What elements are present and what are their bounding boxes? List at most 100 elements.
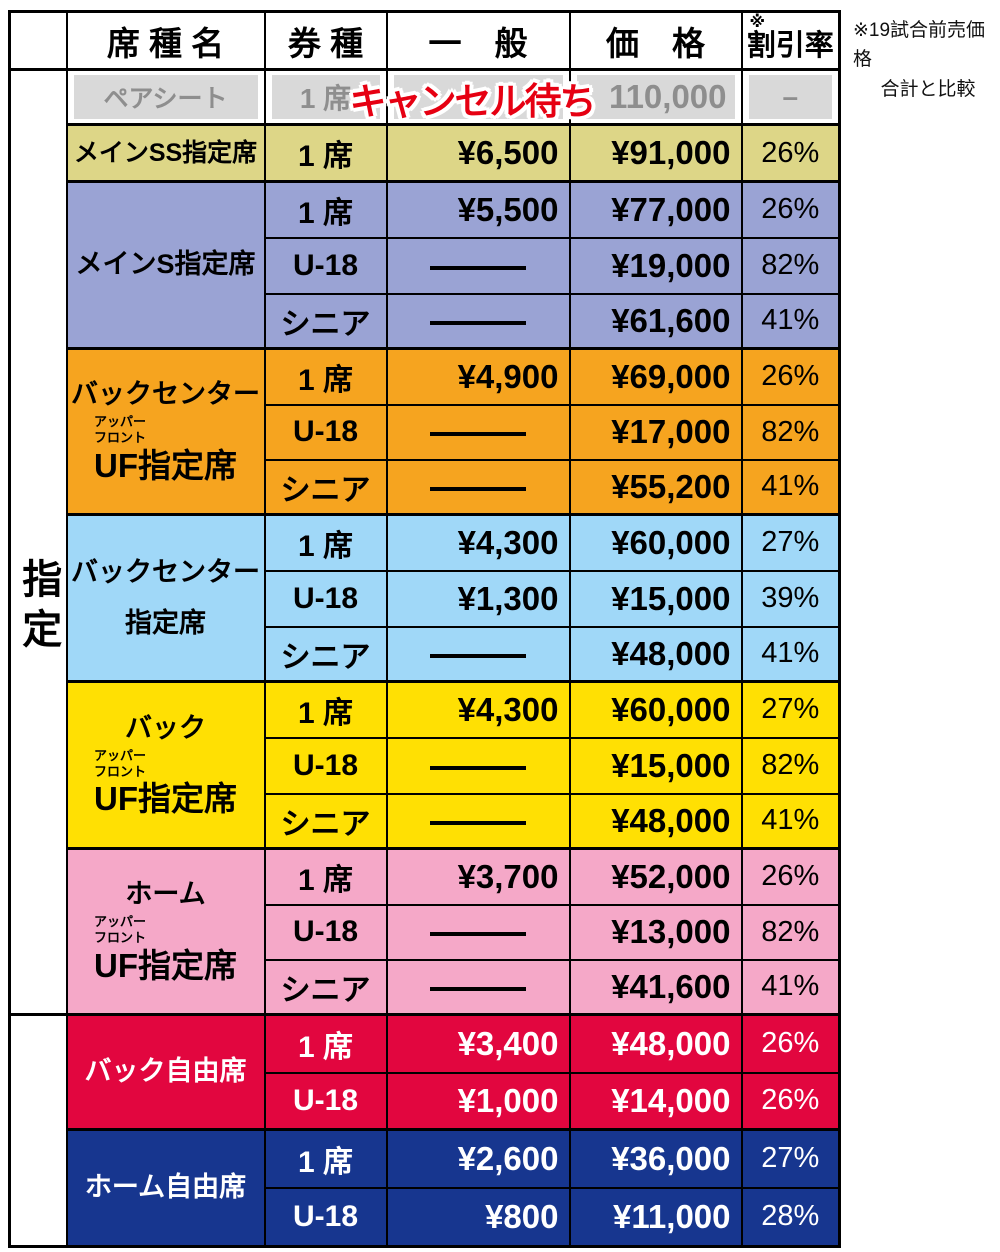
ticket-type-cell: 1 席 — [263, 513, 388, 572]
general-price-cell: ——— — [385, 236, 571, 295]
discount-rate-cell: 82% — [740, 403, 841, 461]
discount-rate-cell: 26% — [740, 1071, 841, 1131]
general-price-cell: ¥3,400 — [385, 1013, 571, 1074]
category-shitei-cell: 指定 — [8, 68, 68, 1016]
season-price-cell: ¥15,000 — [568, 736, 743, 795]
general-price-cell: ¥4,300 — [385, 680, 571, 739]
ticket-type-cell: U-18 — [263, 736, 388, 795]
ticket-type-cell: U-18 — [263, 903, 388, 961]
ticket-type-cell: シニア — [263, 792, 388, 850]
season-price-cell: ¥11,000 — [568, 1186, 743, 1248]
season-price-cell: ¥60,000 — [568, 513, 743, 572]
category-jiyu-label: 自由 — [16, 1090, 61, 1190]
ticket-type-cell: 1 席 — [263, 347, 388, 406]
general-price-cell: ¥6,500 — [385, 123, 571, 183]
general-price-cell: ——— — [385, 458, 571, 516]
discount-rate-cell: – — [740, 68, 841, 126]
header-corner-cell — [8, 10, 68, 71]
general-price-cell: ¥2,600 — [385, 1128, 571, 1189]
seat-name-cell: バックセンター アッパー フロント UF指定席 — [65, 347, 266, 516]
seat-name-cell: バック アッパー フロント UF指定席 — [65, 680, 266, 850]
general-price-cell: ¥3,700 — [385, 847, 571, 906]
header-seat-name: 席 種 名 — [65, 10, 266, 71]
seat-name-cell: バック自由席 — [65, 1013, 266, 1131]
seat-name-cell: メインS指定席 — [65, 180, 266, 350]
season-price-cell: ¥48,000 — [568, 625, 743, 683]
no-price-dash: ——— — [430, 254, 526, 282]
general-price-cell: ——— — [385, 292, 571, 350]
general-price-cell: ——— — [385, 958, 571, 1016]
header-general: 一 般 — [385, 10, 571, 71]
ticket-type-cell: U-18 — [263, 1071, 388, 1131]
season-price-cell: ¥14,000 — [568, 1071, 743, 1131]
discount-rate-cell: 82% — [740, 903, 841, 961]
general-price-cell: ¥800 — [385, 1186, 571, 1248]
no-price-dash: ——— — [430, 920, 526, 948]
ticket-type-cell: 1 席 — [263, 68, 388, 126]
season-price-cell: ¥77,000 — [568, 180, 743, 239]
no-price-dash: ——— — [430, 809, 526, 837]
season-price-cell: ¥19,000 — [568, 236, 743, 295]
general-price-cell: ——— — [385, 625, 571, 683]
general-price-cell: ¥1,300 — [385, 569, 571, 628]
no-price-dash: ——— — [430, 642, 526, 670]
discount-rate-cell: 41% — [740, 458, 841, 516]
discount-rate-cell: 26% — [740, 347, 841, 406]
ticket-type-cell: 1 席 — [263, 123, 388, 183]
ticket-type-cell: シニア — [263, 958, 388, 1016]
ticket-type-cell: 1 席 — [263, 1013, 388, 1074]
discount-rate-cell: 26% — [740, 1013, 841, 1074]
season-price-cell: 110,000 — [568, 68, 743, 126]
season-price-cell: ¥91,000 — [568, 123, 743, 183]
seat-price-table: 席 種 名 券 種 一 般 価 格 ※ 割引率 指定 ペアシート 1 席 110… — [8, 10, 841, 1248]
discount-rate-cell: 39% — [740, 569, 841, 628]
general-price-cell: ¥1,000 — [385, 1071, 571, 1131]
no-price-dash: ——— — [430, 309, 526, 337]
category-shitei-label: 指定 — [16, 557, 61, 658]
price-comparison-note: ※19試合前売価格 合計と比較 — [853, 16, 1000, 104]
discount-rate-cell: 27% — [740, 680, 841, 739]
header-ticket-type: 券 種 — [263, 10, 388, 71]
cancel-waiting-overlay: キャンセル待ち — [349, 81, 597, 122]
no-price-dash: ——— — [430, 754, 526, 782]
ticket-type-cell: 1 席 — [263, 1128, 388, 1189]
general-price-cell: ¥5,500 — [385, 180, 571, 239]
season-price-cell: ¥41,600 — [568, 958, 743, 1016]
uf-name-block: アッパー フロント UF指定席 — [94, 914, 237, 984]
general-price-cell: ¥4,300 — [385, 513, 571, 572]
discount-rate-cell: 27% — [740, 1128, 841, 1189]
seat-name-cell: バックセンター 指定席 — [65, 513, 266, 683]
ticket-type-cell: シニア — [263, 458, 388, 516]
ticket-type-cell: U-18 — [263, 403, 388, 461]
season-price-cell: ¥15,000 — [568, 569, 743, 628]
no-price-dash: ——— — [430, 975, 526, 1003]
general-price-cell: ——— — [385, 403, 571, 461]
header-price: 価 格 — [568, 10, 743, 71]
season-price-cell: ¥13,000 — [568, 903, 743, 961]
ticket-type-cell: 1 席 — [263, 180, 388, 239]
seat-name-cell: ホーム自由席 — [65, 1128, 266, 1248]
season-price-cell: ¥55,200 — [568, 458, 743, 516]
discount-rate-cell: 82% — [740, 236, 841, 295]
season-price-cell: ¥52,000 — [568, 847, 743, 906]
discount-rate-cell: 26% — [740, 180, 841, 239]
discount-rate-cell: 26% — [740, 847, 841, 906]
seat-name-cell: メインSS指定席 — [65, 123, 266, 183]
discount-rate-cell: 41% — [740, 792, 841, 850]
general-price-cell: ——— — [385, 792, 571, 850]
discount-rate-cell: 27% — [740, 513, 841, 572]
ticket-type-cell: U-18 — [263, 569, 388, 628]
ticket-type-cell: シニア — [263, 292, 388, 350]
season-price-cell: ¥48,000 — [568, 792, 743, 850]
season-price-cell: ¥61,600 — [568, 292, 743, 350]
general-price-cell: ——— — [385, 736, 571, 795]
note-line1: ※19試合前売価格 — [853, 20, 986, 71]
discount-rate-cell: 41% — [740, 625, 841, 683]
note-line2: 合計と比較 — [880, 78, 976, 100]
seat-name-cell: ホーム アッパー フロント UF指定席 — [65, 847, 266, 1016]
uf-name-block: アッパー フロント UF指定席 — [94, 747, 237, 818]
no-price-dash: ——— — [430, 475, 526, 503]
general-price-cell: ¥4,900 — [385, 347, 571, 406]
season-price-cell: ¥60,000 — [568, 680, 743, 739]
ticket-type-cell: 1 席 — [263, 680, 388, 739]
